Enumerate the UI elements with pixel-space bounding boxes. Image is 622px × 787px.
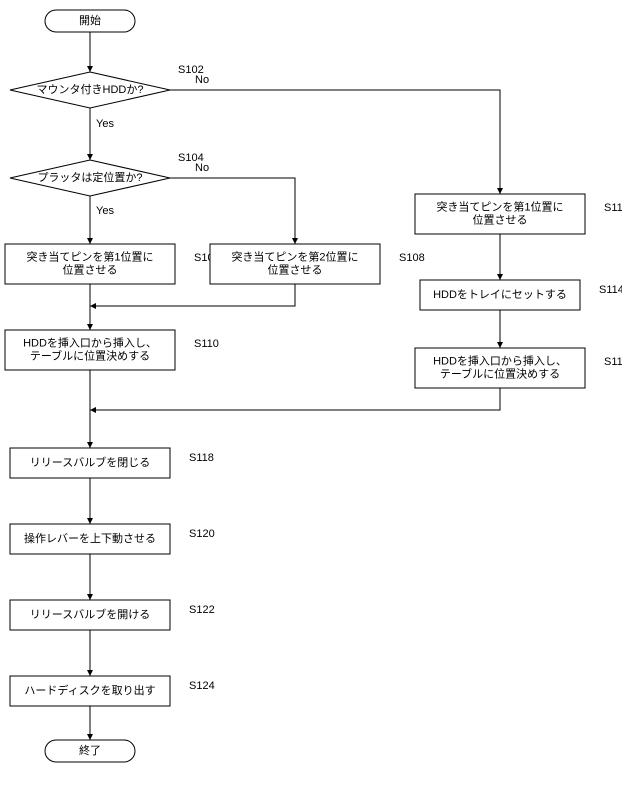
- label-yes2: Yes: [96, 205, 114, 217]
- svg-text:S122: S122: [189, 604, 215, 616]
- node-s124: ハードディスクを取り出す S124: [10, 676, 215, 706]
- svg-text:突き当てピンを第1位置に: 突き当てピンを第1位置に: [26, 249, 153, 263]
- node-d102: マウンタ付きHDDか?S102: [10, 64, 204, 108]
- node-d104: プラッタは定位置か?S104: [10, 152, 204, 196]
- svg-text:プラッタは定位置か?: プラッタは定位置か?: [37, 170, 142, 184]
- node-s114: HDDをトレイにセットする S114: [420, 280, 622, 310]
- node-s110: HDDを挿入口から挿入し、テーブルに位置決めする S110: [5, 330, 219, 370]
- svg-text:突き当てピンを第2位置に: 突き当てピンを第2位置に: [231, 249, 358, 263]
- svg-text:リリースバルブを閉じる: リリースバルブを閉じる: [30, 455, 150, 469]
- node-s122: リリースバルブを開ける S122: [10, 600, 215, 630]
- svg-text:開始: 開始: [79, 13, 101, 27]
- node-s120: 操作レバーを上下動させる S120: [10, 524, 215, 554]
- svg-text:操作レバーを上下動させる: 操作レバーを上下動させる: [24, 531, 156, 545]
- svg-text:位置させる: 位置させる: [473, 212, 528, 226]
- node-s116: HDDを挿入口から挿入し、テーブルに位置決めする S116: [415, 348, 622, 388]
- svg-text:テーブルに位置決めする: テーブルに位置決めする: [30, 348, 150, 362]
- node-s112: 突き当てピンを第1位置に位置させる S112: [415, 194, 622, 234]
- edge-12: [90, 388, 500, 410]
- node-s108: 突き当てピンを第2位置に位置させる S108: [210, 244, 425, 284]
- svg-text:終了: 終了: [79, 743, 101, 757]
- svg-text:S124: S124: [189, 680, 215, 692]
- node-s118: リリースバルブを閉じる S118: [10, 448, 214, 478]
- svg-text:HDDを挿入口から挿入し、: HDDを挿入口から挿入し、: [23, 335, 157, 349]
- label-no1: No: [195, 74, 209, 86]
- svg-text:S112: S112: [604, 202, 622, 214]
- svg-text:S120: S120: [189, 528, 215, 540]
- node-s106: 突き当てピンを第1位置に位置させるS106: [5, 244, 220, 284]
- svg-text:突き当てピンを第1位置に: 突き当てピンを第1位置に: [436, 199, 563, 213]
- svg-text:HDDを挿入口から挿入し、: HDDを挿入口から挿入し、: [433, 353, 567, 367]
- edge-13: [170, 178, 295, 244]
- svg-text:S108: S108: [399, 252, 425, 264]
- svg-text:位置させる: 位置させる: [268, 262, 323, 276]
- node-end: 終了: [45, 740, 135, 762]
- svg-text:S110: S110: [194, 338, 219, 350]
- svg-text:テーブルに位置決めする: テーブルに位置決めする: [440, 366, 560, 380]
- svg-text:ハードディスクを取り出す: ハードディスクを取り出す: [24, 683, 155, 697]
- svg-text:位置させる: 位置させる: [63, 262, 118, 276]
- node-start: 開始: [45, 10, 135, 32]
- label-yes1: Yes: [96, 118, 114, 130]
- label-no2: No: [195, 162, 209, 174]
- edge-14: [90, 284, 295, 306]
- svg-text:リリースバルブを開ける: リリースバルブを開ける: [30, 607, 150, 621]
- svg-text:S116: S116: [604, 356, 622, 368]
- svg-text:S118: S118: [189, 452, 214, 464]
- svg-text:マウンタ付きHDDか?: マウンタ付きHDDか?: [37, 83, 144, 96]
- svg-text:S114: S114: [599, 284, 622, 296]
- svg-text:HDDをトレイにセットする: HDDをトレイにセットする: [433, 288, 567, 301]
